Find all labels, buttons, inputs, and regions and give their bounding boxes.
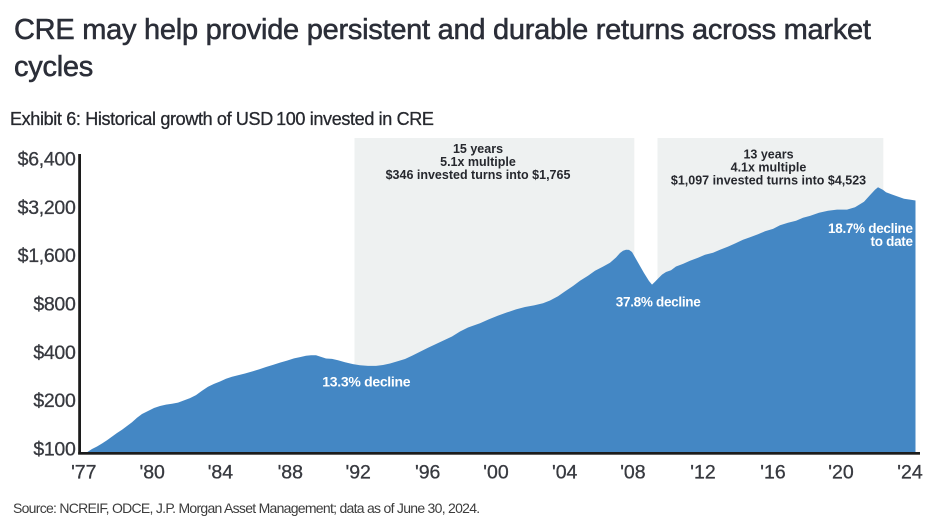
svg-text:$100: $100	[33, 438, 76, 460]
svg-text:'92: '92	[345, 462, 370, 484]
svg-text:'96: '96	[415, 462, 440, 484]
svg-text:'04: '04	[552, 462, 578, 484]
svg-text:37.8% decline: 37.8% decline	[616, 294, 701, 309]
svg-text:$800: $800	[33, 294, 76, 316]
svg-text:'00: '00	[483, 462, 509, 484]
svg-text:$200: $200	[33, 390, 76, 412]
svg-text:'84: '84	[208, 462, 234, 484]
svg-text:$346 invested turns into $1,76: $346 invested turns into $1,765	[386, 168, 571, 182]
svg-text:4.1x multiple: 4.1x multiple	[731, 161, 807, 175]
svg-text:5.1x multiple: 5.1x multiple	[440, 155, 516, 169]
svg-text:to date: to date	[871, 234, 914, 249]
svg-text:$6,400: $6,400	[18, 149, 76, 171]
svg-text:'12: '12	[690, 462, 715, 484]
svg-text:$3,200: $3,200	[18, 197, 76, 219]
svg-text:$400: $400	[33, 342, 76, 364]
svg-text:$1,600: $1,600	[18, 245, 76, 267]
svg-text:13.3% decline: 13.3% decline	[322, 373, 410, 389]
svg-text:$1,097 invested turns into $4,: $1,097 invested turns into $4,523	[671, 174, 866, 188]
svg-text:'88: '88	[278, 462, 303, 484]
svg-text:'20: '20	[828, 462, 854, 484]
svg-text:13 years: 13 years	[743, 148, 793, 162]
svg-text:'77: '77	[71, 462, 96, 484]
svg-text:'16: '16	[760, 462, 785, 484]
svg-text:'08: '08	[620, 462, 645, 484]
svg-text:'24: '24	[897, 462, 923, 484]
svg-text:'80: '80	[139, 462, 165, 484]
svg-text:15 years: 15 years	[453, 142, 503, 156]
svg-text:18.7% decline: 18.7% decline	[828, 221, 913, 236]
